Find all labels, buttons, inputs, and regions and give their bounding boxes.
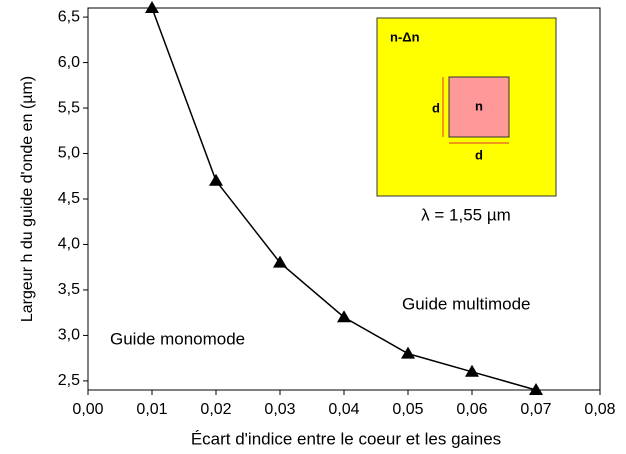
data-marker: [401, 346, 415, 359]
inset-label: d: [432, 100, 440, 115]
y-tick-label: 4,0: [58, 236, 80, 253]
x-tick-label: 0,05: [392, 401, 423, 418]
x-tick-label: 0,08: [584, 401, 615, 418]
data-marker: [273, 255, 287, 268]
y-tick-label: 2,5: [58, 372, 80, 389]
inset-label: n: [475, 98, 483, 113]
inset-core: [448, 76, 510, 138]
y-tick-label: 4,5: [58, 190, 80, 207]
x-tick-label: 0,02: [200, 401, 231, 418]
x-tick-label: 0,07: [520, 401, 551, 418]
data-marker: [145, 1, 159, 13]
y-tick-label: 5,5: [58, 99, 80, 116]
y-tick-label: 6,0: [58, 54, 80, 71]
x-tick-label: 0,01: [136, 401, 167, 418]
inset-caption: λ = 1,55 µm: [421, 205, 511, 224]
x-tick-label: 0,06: [456, 401, 487, 418]
y-tick-label: 5,0: [58, 145, 80, 162]
y-tick-label: 6,5: [58, 8, 80, 25]
inset-label: d: [475, 147, 483, 162]
inset-cladding: [376, 17, 557, 197]
data-marker: [529, 383, 543, 395]
y-tick-label: 3,0: [58, 327, 80, 344]
x-tick-label: 0,03: [264, 401, 295, 418]
inset-label: n-Δn: [390, 29, 420, 44]
inset: n-Δn n d d λ = 1,55 µm: [376, 17, 557, 224]
y-axis-label: Largeur h du guide d'onde en (µm): [19, 76, 36, 322]
data-marker: [465, 364, 479, 377]
x-tick-label: 0,00: [72, 401, 103, 418]
x-axis-label: Écart d'indice entre le coeur et les gai…: [191, 429, 501, 448]
annotation: Guide multimode: [402, 294, 531, 313]
data-marker: [209, 173, 223, 186]
x-tick-label: 0,04: [328, 401, 359, 418]
annotation: Guide monomode: [110, 329, 245, 348]
y-tick-label: 3,5: [58, 281, 80, 298]
data-marker: [337, 310, 351, 323]
